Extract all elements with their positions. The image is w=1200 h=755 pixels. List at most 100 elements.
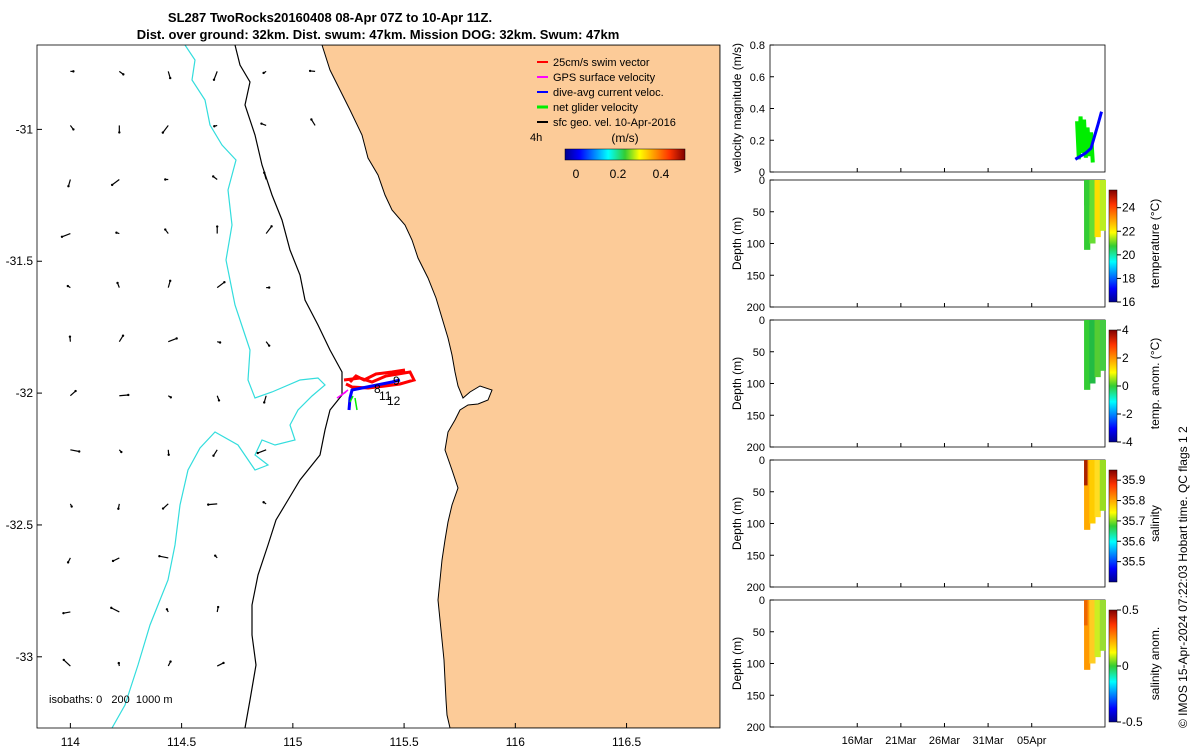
geo-arrow-head (67, 185, 69, 187)
geo-arrow-head (118, 131, 120, 133)
profile-block (1084, 460, 1087, 485)
colorbar-label: temp. anom. (°C) (1148, 338, 1162, 430)
velocity-colorbar (565, 149, 685, 160)
geo-arrow-head (61, 236, 63, 238)
colorbar-tick-label: -2 (1122, 407, 1133, 421)
geo-arrow-head (263, 172, 265, 174)
depth-tick-label: 0 (759, 315, 765, 327)
geo-arrow-head (270, 225, 272, 227)
panel-axes-box (770, 600, 1105, 727)
geo-arrow-head (309, 70, 311, 72)
geo-arrow-head (218, 399, 220, 401)
time-tick-label: 21Mar (885, 735, 917, 747)
geo-arrow-head (67, 285, 69, 287)
geo-arrow-head (262, 72, 264, 74)
title-line-2: Dist. over ground: 32km. Dist. swum: 47k… (137, 27, 620, 42)
credit: © IMOS 15-Apr-2024 07:22:03 Hobart time.… (1176, 426, 1190, 728)
profile-block (1100, 460, 1106, 511)
geo-arrow-head (164, 228, 166, 230)
geo-arrow-head (115, 232, 117, 234)
geo-arrow-head (212, 175, 214, 177)
geo-arrow-head (70, 505, 72, 507)
panel-colorbar (1109, 470, 1117, 582)
geo-arrow-head (268, 344, 270, 346)
time-tick-label: 05Apr (1017, 735, 1047, 747)
geo-arrow-head (72, 70, 74, 72)
colorbar-label: salinity anom. (1148, 627, 1162, 700)
profile-block (1084, 600, 1087, 625)
geo-arrow (119, 395, 128, 396)
colorbar-tick-0: 0 (573, 167, 580, 181)
geo-arrow-head (268, 286, 270, 288)
geo-arrow-head (260, 122, 262, 124)
colorbar-tick-label: 35.6 (1122, 534, 1146, 548)
colorbar-label: salinity (1148, 505, 1162, 542)
geo-arrow-head (164, 178, 166, 180)
geo-arrow-head (72, 128, 74, 130)
panel-axes-box (770, 320, 1105, 447)
velocity-ytick-label: 0.2 (750, 135, 765, 147)
depth-ylabel: Depth (m) (730, 637, 744, 690)
geo-arrow-head (117, 508, 119, 510)
geo-arrow-head (310, 118, 312, 120)
map-xtick-label: 114.5 (167, 735, 196, 749)
depth-ylabel: Depth (m) (730, 217, 744, 270)
map-xtick-label: 116 (506, 735, 525, 749)
geo-arrow-head (112, 560, 114, 562)
colorbar-tick-2: 0.4 (653, 167, 670, 181)
geo-arrow-head (122, 73, 124, 75)
colorbar-tick-label: 20 (1122, 248, 1136, 262)
geo-arrow-head (116, 282, 118, 284)
geo-arrow-head (162, 131, 164, 133)
depth-tick-label: 150 (747, 270, 765, 282)
time-tick-label: 31Mar (973, 735, 1005, 747)
depth-tick-label: 100 (747, 519, 765, 531)
colorbar-tick-label: 24 (1122, 201, 1136, 215)
depth-tick-label: 150 (747, 690, 765, 702)
geo-arrow-head (223, 281, 225, 283)
geo-arrow-head (74, 390, 76, 392)
time-tick-label: 26Mar (929, 735, 961, 747)
geo-arrow-head (216, 225, 218, 227)
panel-colorbar (1109, 330, 1117, 442)
map-xtick-label: 115.5 (390, 735, 419, 749)
geo-arrow-head (78, 450, 80, 452)
geo-arrow-head (257, 452, 259, 454)
map-xtick-label: 114 (61, 735, 80, 749)
geo-arrow-head (166, 608, 168, 610)
depth-tick-label: 150 (747, 410, 765, 422)
legend-dive-label: dive-avg current veloc. (553, 87, 664, 99)
colorbar-tick-label: 16 (1122, 295, 1136, 309)
legend-net-label: net glider velocity (553, 102, 638, 114)
velocity-axes-box (770, 45, 1105, 172)
velocity-ytick-label: 0.4 (750, 104, 765, 116)
colorbar-label: temperature (°C) (1148, 199, 1162, 289)
colorbar-tick-label: 18 (1122, 271, 1136, 285)
geo-arrow-head (207, 503, 209, 505)
geo-arrow-head (213, 79, 215, 81)
geo-arrow-head (213, 125, 215, 127)
depth-tick-label: 200 (747, 722, 765, 734)
panel-axes-box (770, 460, 1105, 587)
depth-tick-label: 50 (753, 627, 765, 639)
map-ytick-label: -32.5 (6, 518, 34, 532)
legend-gps-label: GPS surface velocity (553, 72, 656, 84)
depth-tick-label: 100 (747, 379, 765, 391)
colorbar-tick-label: 0 (1122, 659, 1129, 673)
map-ytick-label: -31.5 (6, 254, 34, 268)
geo-arrow-head (169, 280, 171, 282)
map-y-ticks: -31-31.5-32-32.5-33 (6, 122, 42, 663)
colorbar-tick-label: 2 (1122, 351, 1129, 365)
geo-arrow-head (67, 561, 69, 563)
time-tick-label: 16Mar (842, 735, 874, 747)
geo-arrow-head (63, 659, 65, 661)
colorbar-tick-label: 0 (1122, 379, 1129, 393)
geo-arrow-head (62, 612, 64, 614)
colorbar-tick-label: 22 (1122, 224, 1136, 238)
geo-arrow-head (212, 455, 214, 457)
